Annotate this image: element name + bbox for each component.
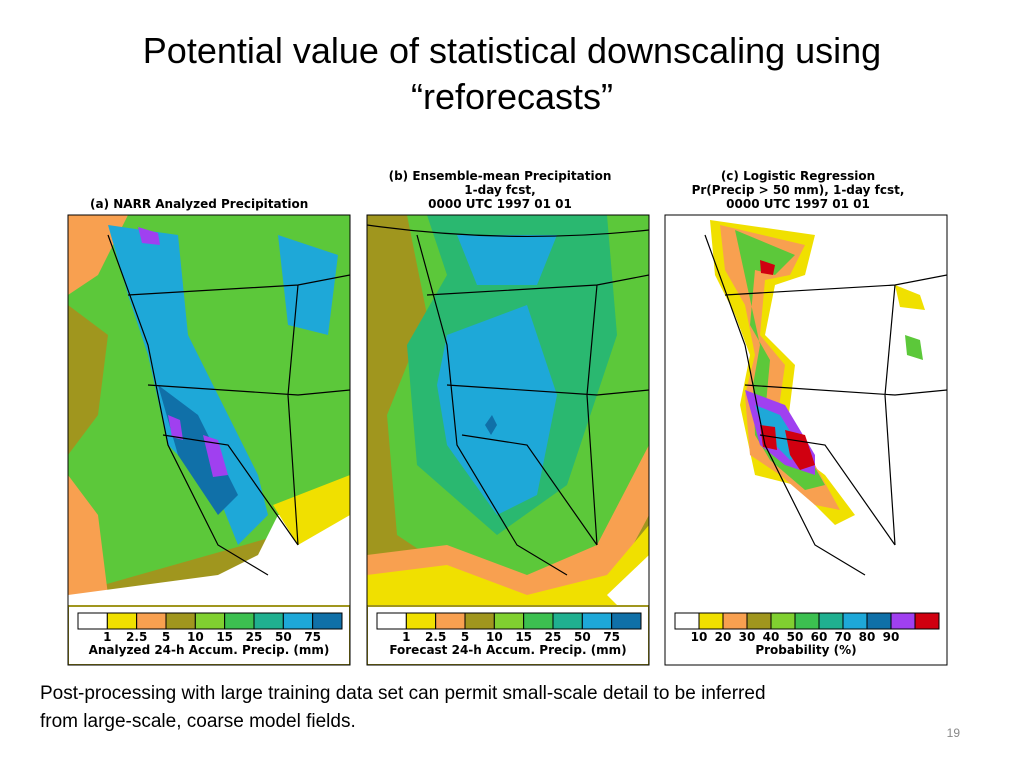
colorbar-tick-label: 70 <box>835 630 852 644</box>
colorbar-box <box>842 612 868 630</box>
colorbar-box <box>165 612 196 630</box>
colorbar-box <box>253 612 284 630</box>
colorbar-tick-label: 50 <box>275 630 292 644</box>
colorbar-tick-label: 1 <box>103 630 111 644</box>
colorbar-tick-label: 40 <box>763 630 780 644</box>
colorbar-tick-label: 10 <box>486 630 503 644</box>
colorbar-tick-label: 25 <box>246 630 263 644</box>
colorbar-box <box>794 612 820 630</box>
colorbar-box <box>611 612 642 630</box>
colorbar-tick-label: 25 <box>545 630 562 644</box>
colorbar-tick-label: 5 <box>461 630 469 644</box>
colorbar-tick-label: 50 <box>787 630 804 644</box>
colorbar-tick-label: 10 <box>187 630 204 644</box>
colorbar-box <box>376 612 407 630</box>
slide-title: Potential value of statistical downscali… <box>142 30 882 117</box>
colorbar-box <box>698 612 724 630</box>
map-a <box>68 215 350 665</box>
body-line: Post-processing with large training data… <box>40 683 766 704</box>
colorbar-box <box>746 612 772 630</box>
colorbar-caption: Forecast 24-h Accum. Precip. (mm) <box>389 643 626 657</box>
map-frame <box>67 214 351 666</box>
colorbar-tick-label: 75 <box>304 630 321 644</box>
colorbar-box <box>136 612 167 630</box>
colorbar-tick-label: 10 <box>691 630 708 644</box>
colorbar-box <box>493 612 525 630</box>
colorbar-tick-label: 20 <box>715 630 732 644</box>
colorbar-box <box>914 612 940 630</box>
colorbar-tick-label: 60 <box>811 630 828 644</box>
panel-title: 0000 UTC 1997 01 01 <box>726 197 870 211</box>
colorbar-tick-label: 75 <box>603 630 620 644</box>
colorbar-box <box>722 612 748 630</box>
colorbar-tick-label: 15 <box>515 630 532 644</box>
map-b <box>367 215 649 665</box>
colorbar-caption: Probability (%) <box>755 643 856 657</box>
colorbar-box <box>106 612 138 630</box>
map-frame <box>664 214 948 666</box>
panel-title: 0000 UTC 1997 01 01 <box>428 197 572 211</box>
panel-title: (a) NARR Analyzed Precipitation <box>90 197 308 211</box>
colorbar-box <box>552 612 583 630</box>
map-c <box>665 215 947 665</box>
colorbar-box <box>194 612 226 630</box>
colorbar-box <box>581 612 613 630</box>
panel-title: Pr(Precip > 50 mm), 1-day fcst, <box>692 183 905 197</box>
colorbar-tick-label: 2.5 <box>425 630 446 644</box>
colorbar-tick-label: 5 <box>162 630 170 644</box>
colorbar-tick-label: 90 <box>883 630 900 644</box>
colorbar-tick-label: 15 <box>216 630 233 644</box>
colorbar-box <box>282 612 314 630</box>
colorbar-caption: Analyzed 24-h Accum. Precip. (mm) <box>89 643 330 657</box>
colorbar-box <box>866 612 892 630</box>
colorbar-box <box>464 612 495 630</box>
colorbar-box <box>224 612 255 630</box>
colorbar-box <box>674 612 700 630</box>
colorbar-box <box>523 612 554 630</box>
colorbar-box <box>435 612 466 630</box>
body-text: Post-processing with large training data… <box>40 680 766 736</box>
body-line: from large-scale, coarse model fields. <box>40 711 356 732</box>
colorbar-tick-label: 50 <box>574 630 591 644</box>
colorbar-box <box>312 612 343 630</box>
colorbar-tick-label: 30 <box>739 630 756 644</box>
map-frame <box>366 214 650 666</box>
colorbar-box <box>890 612 916 630</box>
panel-title: 1-day fcst, <box>464 183 535 197</box>
panel-title: (c) Logistic Regression <box>721 169 875 183</box>
colorbar-tick-label: 2.5 <box>126 630 147 644</box>
panel-title: (b) Ensemble-mean Precipitation <box>389 169 612 183</box>
colorbar-tick-label: 80 <box>859 630 876 644</box>
colorbar-box <box>77 612 108 630</box>
colorbar-box <box>405 612 437 630</box>
colorbar-box <box>770 612 796 630</box>
colorbar-box <box>818 612 844 630</box>
page-number: 19 <box>946 726 960 740</box>
colorbar-tick-label: 1 <box>402 630 410 644</box>
